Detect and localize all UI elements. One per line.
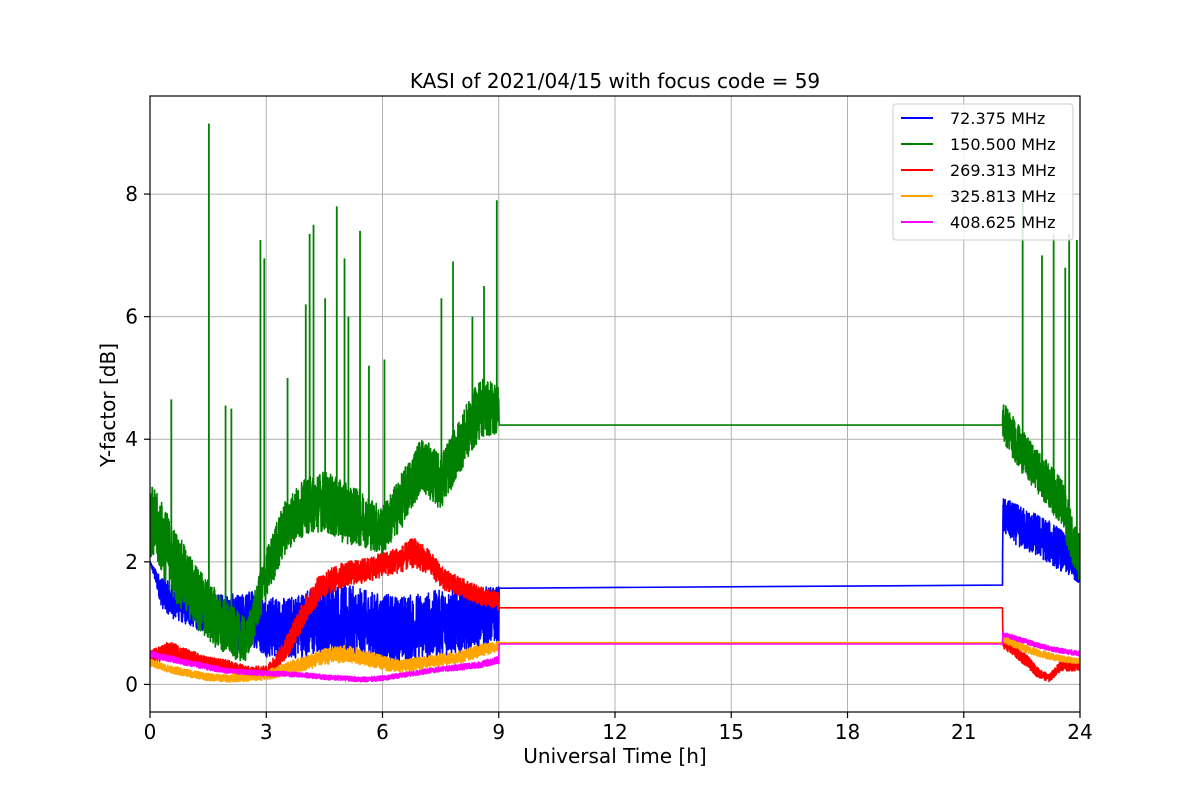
- x-tick-label: 3: [260, 720, 273, 744]
- x-tick-label: 12: [602, 720, 627, 744]
- y-tick-label: 0: [125, 672, 138, 696]
- y-tick-label: 2: [125, 550, 138, 574]
- legend-label: 72.375 MHz: [950, 109, 1045, 128]
- y-axis-label: Y-factor [dB]: [96, 343, 120, 468]
- y-tick-label: 4: [125, 427, 138, 451]
- series-3: [150, 635, 1080, 683]
- chart-title: KASI of 2021/04/15 with focus code = 59: [410, 69, 820, 93]
- x-tick-label: 9: [492, 720, 505, 744]
- x-tick-label: 0: [144, 720, 157, 744]
- legend-label: 408.625 MHz: [950, 213, 1055, 232]
- x-tick-label: 15: [719, 720, 744, 744]
- legend-box: [892, 103, 1074, 241]
- series-1: [150, 123, 1080, 662]
- x-tick-label: 21: [951, 720, 976, 744]
- legend-label: 269.313 MHz: [950, 161, 1055, 180]
- legend: 72.375 MHz 150.500 MHz 269.313 MHz 325.813 …: [892, 103, 1074, 241]
- legend-label: 325.813 MHz: [950, 187, 1055, 206]
- series-line: [150, 631, 1080, 683]
- x-axis-label: Universal Time [h]: [523, 744, 706, 768]
- series-4: [150, 631, 1080, 683]
- legend-label: 150.500 MHz: [950, 135, 1055, 154]
- x-tick-label: 18: [835, 720, 860, 744]
- series-line: [150, 635, 1080, 683]
- x-tick-label: 6: [376, 720, 389, 744]
- plot-area: [150, 123, 1080, 683]
- y-tick-label: 6: [125, 305, 138, 329]
- series-line: [150, 378, 1080, 662]
- y-tick-label: 8: [125, 182, 138, 206]
- x-tick-label: 24: [1067, 720, 1092, 744]
